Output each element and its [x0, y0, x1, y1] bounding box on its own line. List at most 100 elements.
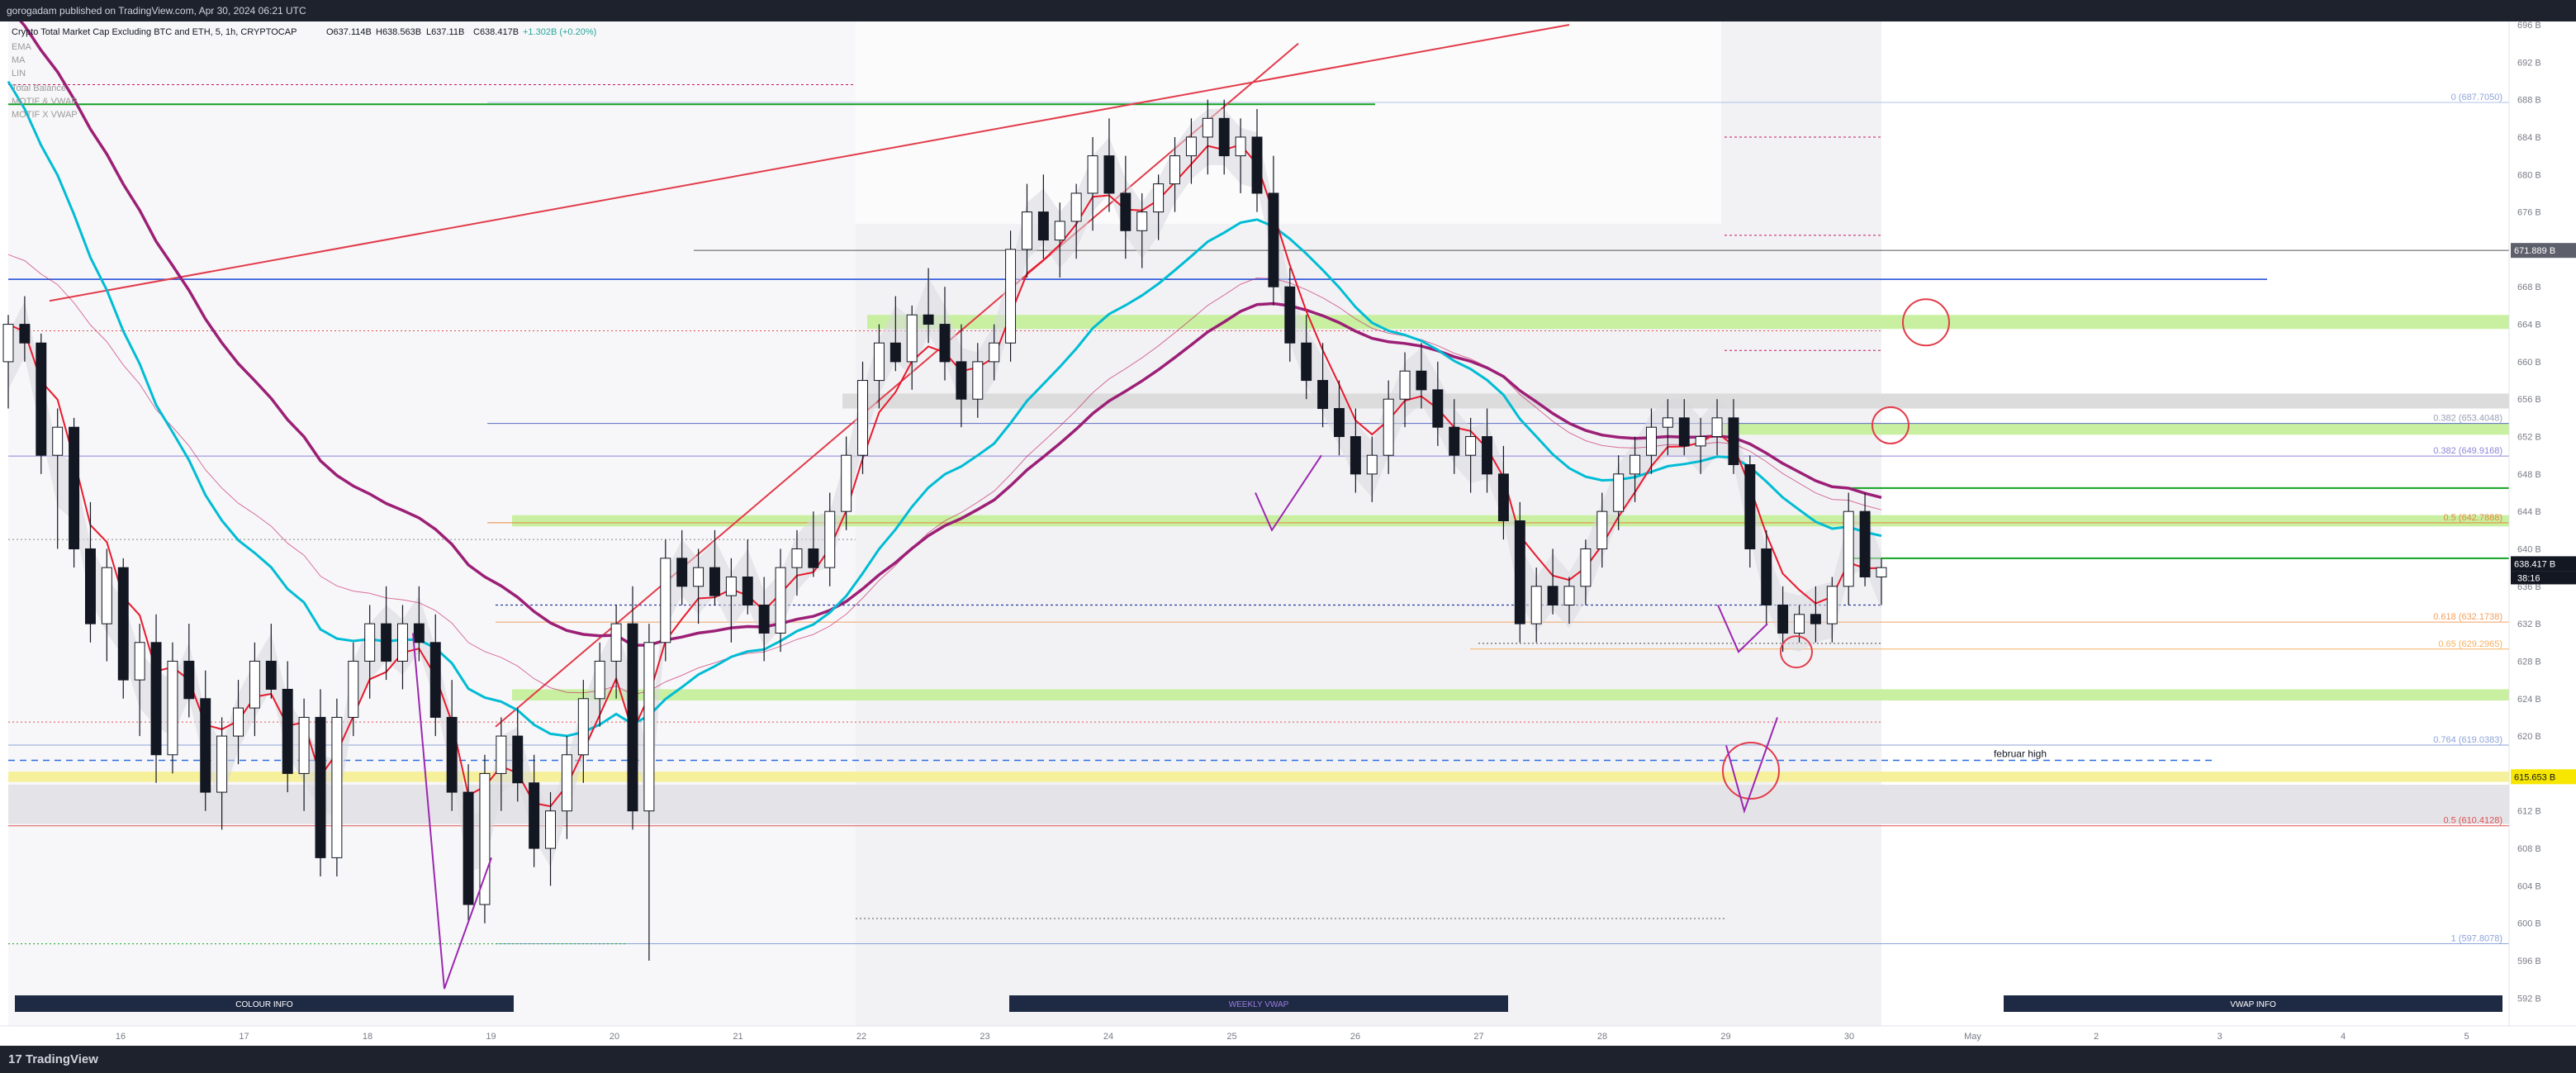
vwap-info-button-bg[interactable] [2004, 995, 2502, 1012]
candle-up [1695, 436, 1706, 447]
candle-down [1416, 370, 1427, 391]
ohlc-low: L637.11B [426, 27, 464, 37]
candle-down [315, 716, 326, 858]
drawn-path-bounce [1725, 717, 1778, 814]
candle-up [610, 623, 622, 662]
candle-down [529, 782, 540, 849]
candle-down [1482, 436, 1492, 475]
time-tick: 18 [363, 1032, 372, 1042]
candle-up [1136, 211, 1148, 231]
tradingview-logo[interactable]: 17 TradingView [8, 1052, 98, 1066]
candle-up [52, 426, 64, 456]
fib-label: 0.382 (649.9168) [2433, 446, 2502, 456]
price-tag-text: 638.417 B [2514, 559, 2555, 569]
candle-up [1711, 417, 1723, 438]
price-tick: 624 B [2517, 695, 2541, 705]
candle-layer [2, 99, 1887, 961]
colour-info-button[interactable]: COLOUR INFO [15, 995, 514, 1012]
highlight-circle-664 [1902, 298, 1950, 347]
indicator-motif-vwap[interactable]: MOTIF & VWAP [12, 97, 78, 107]
fib-label: 1 (597.8078) [2451, 934, 2502, 944]
chart-area[interactable]: 0 (687.7050) 0.382 (653.4048) 0.382 (649.9… [0, 5, 2576, 1046]
candle-up [1054, 221, 1065, 241]
time-tick: 4 [2341, 1032, 2346, 1042]
time-tick-labels: 16 17 18 19 20 21 22 23 24 25 26 27 28 29 30 May 2 3 4 5 [116, 1032, 2469, 1042]
price-tick: 636 B [2517, 582, 2541, 592]
fib-label: 0 (687.7050) [2451, 93, 2502, 102]
time-tick: 22 [856, 1032, 866, 1042]
candle-down [1497, 473, 1509, 522]
candle-up [233, 707, 244, 737]
weekly-vwap-button-bg[interactable] [1009, 995, 1508, 1012]
indicator-motif-x-vwap[interactable]: MOTIF X VWAP [12, 110, 78, 120]
chart-header-bar: gorogadam published on TradingView.com, … [0, 0, 2576, 21]
price-tick: 628 B [2517, 657, 2541, 667]
time-tick: 17 [239, 1032, 249, 1042]
weekly-vwap-button-label[interactable]: WEEKLY VWAP [1229, 1000, 1289, 1009]
time-axis[interactable]: 16 17 18 19 20 21 22 23 24 25 26 27 28 29 30 May 2 3 4 5 [0, 1025, 2576, 1042]
price-tag-bg [2511, 556, 2576, 572]
price-tick: 692 B [2517, 58, 2541, 68]
price-tick: 664 B [2517, 320, 2541, 330]
indicator-ma[interactable]: MA [12, 55, 26, 65]
trendline-layer [49, 24, 1570, 728]
candle-down [1859, 510, 1871, 577]
vwap-info-button-label[interactable]: VWAP INFO [2230, 1000, 2276, 1009]
time-tick: 19 [486, 1032, 496, 1042]
price-tag-text: 615.653 B [2514, 772, 2555, 782]
time-tick: 30 [1844, 1032, 1854, 1042]
candle-down [200, 698, 211, 793]
candle-down [463, 791, 474, 905]
price-tag-bg [2511, 769, 2576, 785]
weekly-vwap-button[interactable]: WEEKLY VWAP [1009, 995, 1508, 1012]
candle-down [1777, 604, 1789, 634]
candlestick-chart[interactable]: 0 (687.7050) 0.382 (653.4048) 0.382 (649.9… [0, 5, 2576, 1046]
candle-up [775, 567, 786, 634]
candle-down [1120, 192, 1131, 231]
candle-down [85, 548, 96, 624]
indicator-lin[interactable]: LIN [12, 69, 26, 78]
zone-green-653 [1718, 423, 2509, 435]
candle-up [1876, 567, 1887, 577]
candle-up [824, 510, 836, 568]
candle-up [791, 548, 803, 568]
indicator-total-balance[interactable]: Total Balance [12, 83, 66, 93]
vwap-info-button[interactable]: VWAP INFO [2004, 995, 2502, 1012]
ohlc-high: H638.563B [376, 27, 421, 37]
candle-down [381, 623, 392, 662]
colour-info-button-label[interactable]: COLOUR INFO [235, 1000, 293, 1009]
time-tick: 2 [2094, 1032, 2099, 1042]
candle-down [676, 558, 688, 587]
ema-mid-line [7, 80, 1882, 738]
candle-down [282, 688, 293, 774]
candle-up [1662, 417, 1673, 428]
price-tick: 680 B [2517, 170, 2541, 180]
candle-down [890, 342, 901, 363]
candle-down [512, 735, 524, 784]
publish-info-text: gorogadam published on TradingView.com, … [7, 5, 306, 17]
price-tick: 684 B [2517, 133, 2541, 143]
time-tick: 23 [980, 1032, 989, 1042]
candle-down [69, 426, 80, 549]
candle-up [216, 735, 228, 793]
fib-label: 0.5 (610.4128) [2443, 816, 2502, 826]
footer-bar: 17 TradingView [0, 1046, 2576, 1073]
candle-down [413, 623, 425, 643]
fib-label-layer: 0 (687.7050) 0.382 (653.4048) 0.382 (649.9… [2433, 93, 2502, 944]
colour-info-button-bg[interactable] [15, 995, 514, 1012]
candle-down [117, 567, 129, 681]
candle-down [1317, 380, 1329, 410]
candle-down [19, 324, 31, 344]
candle-down [1678, 417, 1690, 447]
candle-up [1185, 136, 1197, 157]
candle-up [1169, 155, 1180, 185]
candle-up [479, 772, 491, 905]
indicator-ema[interactable]: EMA [12, 42, 32, 52]
candle-up [1646, 426, 1657, 456]
tv-logo-text: TradingView [25, 1052, 98, 1066]
chart-legend: Crypto Total Market Cap Excluding BTC an… [12, 27, 596, 120]
candle-up [1070, 192, 1082, 222]
candle-up [594, 660, 605, 700]
drawn-path-mid [1255, 454, 1322, 532]
